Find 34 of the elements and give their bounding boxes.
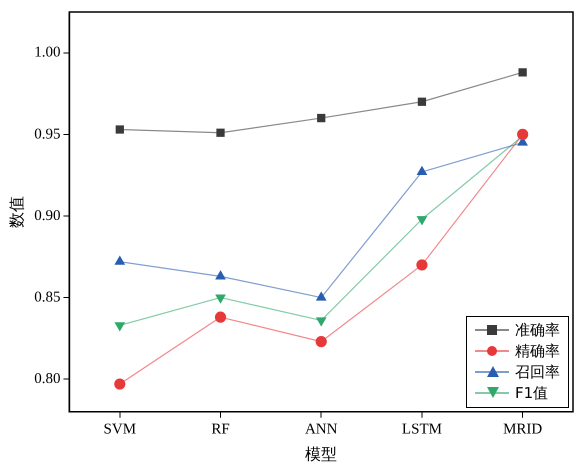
legend-label: 精确率 — [515, 342, 560, 361]
point — [517, 128, 528, 140]
point — [216, 270, 226, 280]
y-tick-label: 1.00 — [34, 44, 60, 61]
point — [316, 336, 327, 348]
point — [214, 312, 226, 323]
point — [317, 114, 326, 122]
y-tick-label: 0.80 — [34, 371, 60, 388]
point — [416, 259, 428, 271]
x-tick-label: ANN — [304, 422, 338, 438]
legend-label: 召回率 — [515, 362, 560, 382]
x-tick-label: MRID — [503, 422, 542, 438]
x-axis-title: 模型 — [305, 444, 338, 464]
point — [116, 125, 124, 134]
point — [518, 68, 527, 77]
point — [114, 378, 126, 390]
point — [316, 317, 326, 326]
point — [114, 256, 125, 265]
y-tick-label: 0.90 — [34, 208, 60, 224]
point — [316, 292, 326, 301]
point — [114, 322, 125, 331]
point — [216, 294, 226, 304]
legend-label: F1值 — [515, 384, 548, 403]
x-tick-label: LSTM — [402, 422, 442, 438]
legend-label: 准确率 — [515, 320, 560, 340]
x-tick-label: SVM — [104, 422, 136, 438]
point — [216, 128, 225, 137]
y-axis-title: 数值 — [6, 196, 26, 228]
point — [418, 98, 426, 106]
y-tick-label: 0.85 — [34, 290, 60, 306]
x-tick-label: RF — [211, 422, 230, 438]
y-tick-label: 0.95 — [34, 126, 60, 142]
point — [417, 166, 427, 176]
point — [417, 216, 427, 225]
